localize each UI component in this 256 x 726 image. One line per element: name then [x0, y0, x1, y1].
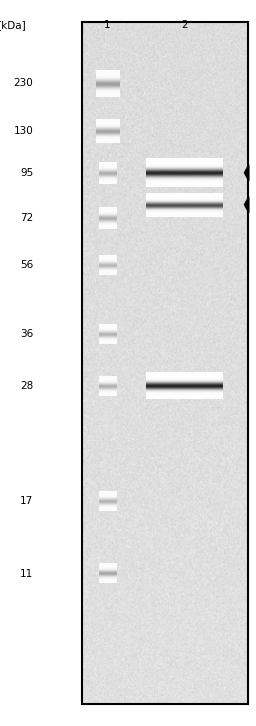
- Text: 36: 36: [20, 329, 33, 339]
- Text: [kDa]: [kDa]: [0, 20, 26, 30]
- Text: 95: 95: [20, 168, 33, 178]
- Text: 230: 230: [14, 78, 33, 89]
- Text: 1: 1: [104, 20, 111, 30]
- Text: 11: 11: [20, 568, 33, 579]
- Text: 130: 130: [14, 126, 33, 136]
- Polygon shape: [244, 197, 249, 213]
- Text: 72: 72: [20, 213, 33, 223]
- Polygon shape: [244, 165, 249, 181]
- Text: 2: 2: [181, 20, 188, 30]
- Text: 56: 56: [20, 260, 33, 270]
- Text: 28: 28: [20, 381, 33, 391]
- Text: 17: 17: [20, 496, 33, 506]
- Bar: [82, 22, 248, 704]
